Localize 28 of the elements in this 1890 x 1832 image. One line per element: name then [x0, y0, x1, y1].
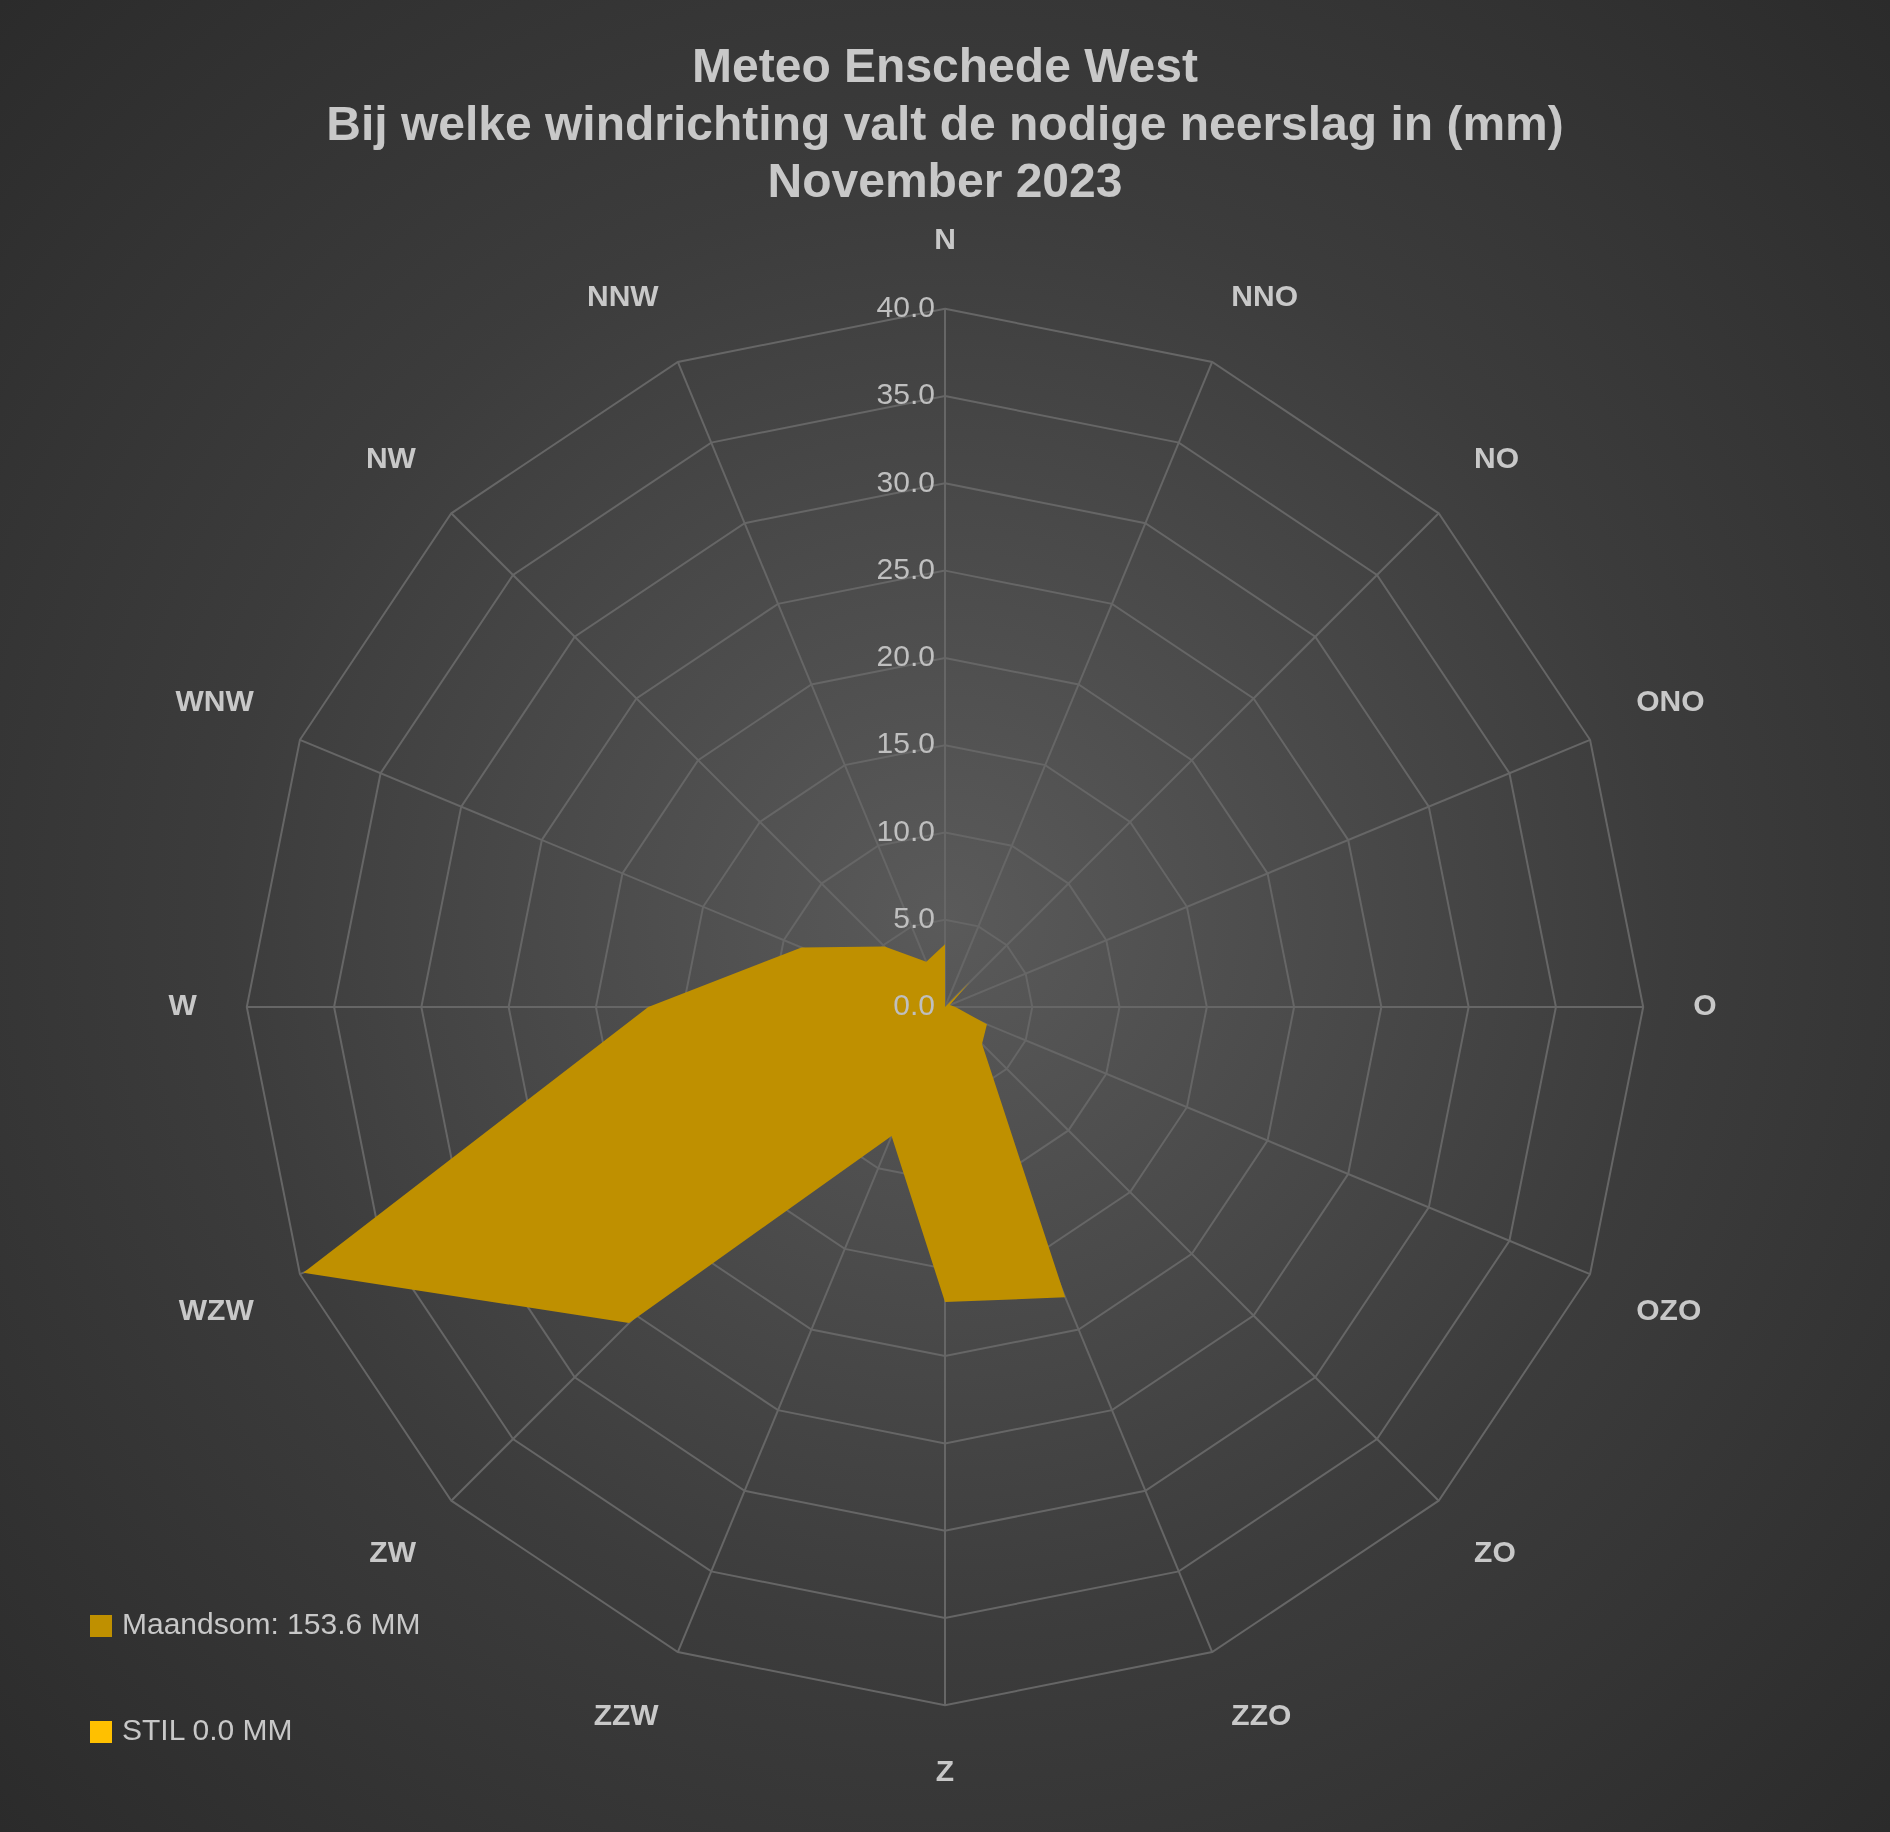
spoke-label: NNO — [1231, 279, 1298, 313]
legend-label: STIL 0.0 MM — [122, 1713, 293, 1747]
spoke-label: O — [1693, 988, 1717, 1022]
y-tick-label: 20.0 — [876, 639, 935, 673]
y-tick-label: 5.0 — [893, 900, 935, 934]
spoke-label: ZW — [369, 1535, 417, 1569]
spoke-label: ONO — [1636, 683, 1705, 717]
spoke-label: NNW — [587, 279, 660, 313]
spoke-label: ZZW — [593, 1697, 660, 1731]
spoke-label: ZO — [1474, 1535, 1516, 1569]
spoke-label: WZW — [178, 1292, 255, 1326]
spoke-label: ZZO — [1231, 1697, 1292, 1731]
y-tick-label: 10.0 — [876, 813, 935, 847]
y-tick-label: 40.0 — [876, 290, 935, 324]
text: Meteo Enschede West Bij welke windrichting valt de nodige neerslag in (mm) November 2023 — [326, 39, 1564, 208]
spoke-label: NW — [365, 441, 417, 475]
spoke-label: Z — [935, 1754, 955, 1788]
y-tick-label: 30.0 — [876, 464, 935, 498]
spoke-label: WNW — [175, 683, 255, 717]
spoke-label: OZO — [1636, 1292, 1702, 1326]
y-tick-label: 25.0 — [876, 551, 935, 585]
spoke-label: NO — [1474, 441, 1520, 475]
y-tick-label: 35.0 — [876, 377, 935, 411]
y-tick-label: 15.0 — [876, 726, 935, 760]
spoke-label: W — [168, 988, 198, 1022]
spoke-label: N — [934, 222, 956, 256]
legend-label: Maandsom: 153.6 MM — [122, 1607, 421, 1641]
y-tick-label: 0.0 — [893, 988, 935, 1022]
